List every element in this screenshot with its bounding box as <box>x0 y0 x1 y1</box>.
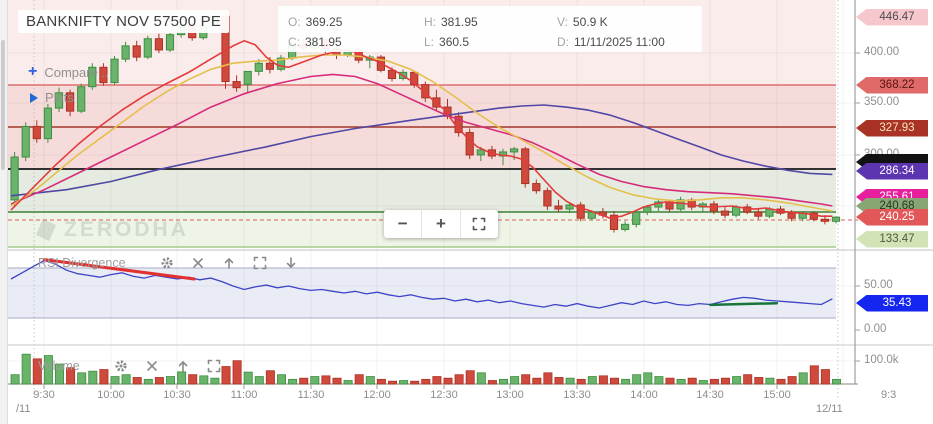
plus-icon: + <box>28 63 38 80</box>
rsi-panel-title: RSI Divergence <box>38 255 126 270</box>
ma-fast-red-line <box>10 40 833 219</box>
date-label: /11 <box>16 403 31 415</box>
volume-panel-header: Volume <box>38 357 230 374</box>
instrument-title: BANKNIFTY NOV 57500 PE <box>18 10 230 33</box>
price-tag-368-22: 368.22 <box>856 76 928 94</box>
minus-icon: − <box>397 214 408 233</box>
price-tag-327-93: 327.93 <box>856 119 928 137</box>
gear-icon <box>115 359 127 372</box>
close-icon <box>147 360 158 371</box>
plots-toggle[interactable]: Plots <box>30 90 74 105</box>
rsi-move-up-button[interactable] <box>221 254 238 271</box>
play-icon <box>30 92 38 103</box>
red-trendline <box>42 258 196 281</box>
volume-expand-button[interactable] <box>206 357 223 374</box>
date-label: 12/11 <box>816 403 843 415</box>
ma-slow-pink-line <box>10 73 833 207</box>
axis-tick-label: 350.00 <box>864 96 900 108</box>
time-tick-label: 14:00 <box>630 389 658 401</box>
volume-panel-title: Volume <box>38 358 80 373</box>
legend-volume: V: 50.9 K <box>557 15 608 29</box>
zoom-out-button[interactable]: − <box>384 210 423 238</box>
zoom-toolbar: − + <box>384 210 498 238</box>
legend-high: H: 381.95 <box>424 15 478 29</box>
price-tag-133-47: 133.47 <box>856 230 928 248</box>
volume-remove-button[interactable] <box>144 357 161 374</box>
compare-label: Compare... <box>44 64 109 80</box>
plots-label: Plots <box>45 90 74 105</box>
legend-open: O: 369.25 <box>288 15 343 29</box>
price-tag-240-25: 240.25 <box>856 208 928 226</box>
rsi-settings-button[interactable] <box>159 254 176 271</box>
gear-icon <box>161 256 173 269</box>
time-tick-label: 10:30 <box>163 389 191 401</box>
rsi-line <box>10 259 833 309</box>
left-toolbar-gutter <box>0 0 8 424</box>
rsi-panel-header: RSI Divergence <box>38 254 307 271</box>
time-tick-label: 15:00 <box>763 389 791 401</box>
expand-icon <box>207 359 221 372</box>
axis-tick-label: 0.00 <box>864 323 887 335</box>
time-tick-label: 12:30 <box>430 389 458 401</box>
volume-move-up-button[interactable] <box>175 357 192 374</box>
close-icon <box>193 257 203 268</box>
axis-tick-label: 400.00 <box>864 46 900 58</box>
time-tick-label: 11:00 <box>230 389 258 401</box>
rsi-expand-button[interactable] <box>252 254 269 271</box>
price-tag-446-47: 446.47 <box>856 8 928 26</box>
time-tick-label: 14:30 <box>696 389 724 401</box>
zoom-in-button[interactable]: + <box>422 210 461 238</box>
move-up-icon <box>224 257 234 269</box>
legend-low: L: 360.5 <box>424 35 470 49</box>
ohlc-legend: O: 369.25 H: 381.95 V: 50.9 K C: 381.95 L: 36… <box>278 6 702 52</box>
time-tick-label: 12:00 <box>363 389 391 401</box>
time-tick-label: 13:00 <box>496 389 524 401</box>
expand-icon <box>473 217 486 231</box>
move-up-icon <box>178 360 188 372</box>
plus-icon: + <box>436 214 446 233</box>
left-scrollbar-thumb[interactable] <box>1 40 5 170</box>
instrument-title-text: BANKNIFTY NOV 57500 PE <box>26 13 222 30</box>
axis-tick-label: 50.00 <box>864 279 893 291</box>
legend-datetime: D: 11/11/2025 11:00 <box>557 35 665 49</box>
time-tick-label: 11:30 <box>297 389 325 401</box>
time-tick-label: 10:00 <box>97 389 125 401</box>
axis-tick-label: 100.0k <box>864 354 899 366</box>
compare-button[interactable]: + Compare... <box>28 64 109 80</box>
reset-zoom-button[interactable] <box>461 210 498 238</box>
time-tick-label: 9:30 <box>33 389 55 401</box>
move-down-icon <box>286 256 296 268</box>
time-tick-label: 13:30 <box>563 389 591 401</box>
legend-close: C: 381.95 <box>288 35 342 49</box>
ma-long-purple-line <box>10 104 833 197</box>
price-tag-rsi-value: 35.43 <box>856 294 928 312</box>
price-tag-286-34: 286.34 <box>856 162 928 180</box>
volume-settings-button[interactable] <box>113 357 130 374</box>
rsi-move-down-button[interactable] <box>283 254 300 271</box>
rsi-remove-button[interactable] <box>190 254 207 271</box>
time-tick-label-next-session: 9:3 <box>881 389 897 401</box>
expand-icon <box>253 256 267 269</box>
ma-mid-yellow-line <box>10 54 833 212</box>
green-trendline <box>709 301 779 307</box>
